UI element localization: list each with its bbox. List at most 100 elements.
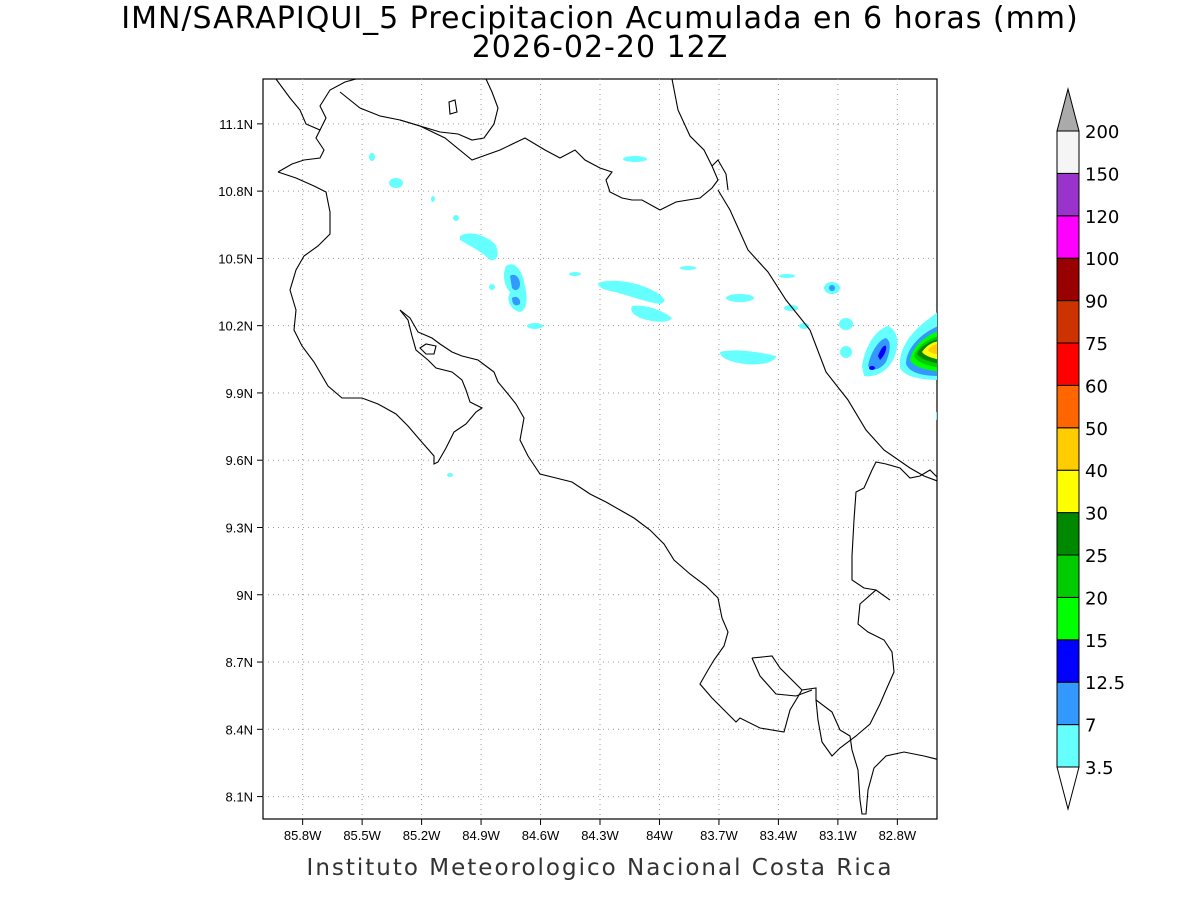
lon-tick-label: 83.7W xyxy=(700,828,738,843)
colorbar-swatch xyxy=(1056,342,1080,386)
colorbar-swatch xyxy=(1056,639,1080,683)
precipitation-field xyxy=(369,153,937,477)
coastline xyxy=(275,79,937,815)
colorbar-under-arrow xyxy=(1056,766,1080,811)
colorbar-swatch xyxy=(1056,469,1080,514)
golfo-dulce-east xyxy=(815,589,895,757)
colorbar-label: 30 xyxy=(1085,504,1108,525)
colorbar-label: 12.5 xyxy=(1085,673,1125,694)
colorbar-swatch xyxy=(1056,384,1080,429)
caribbean-coast-north xyxy=(671,79,713,167)
colorbar-swatch xyxy=(1056,257,1080,302)
colorbar-label: 60 xyxy=(1085,376,1108,397)
lon-tick-label: 85.5W xyxy=(343,828,381,843)
precip-cell xyxy=(453,215,459,221)
longitude-axis: 85.8W 85.5W 85.2W 84.9W 84.6W 84.3W 84W 83.7W 83… xyxy=(284,819,917,843)
lat-tick-label: 8.1N xyxy=(226,790,253,805)
lat-tick-label: 9.9N xyxy=(226,386,253,401)
lat-tick-label: 8.7N xyxy=(226,655,253,670)
precip-cell xyxy=(460,233,498,261)
precip-cell xyxy=(839,318,853,330)
lat-tick-label: 10.5N xyxy=(218,251,253,266)
colorbar-label: 120 xyxy=(1085,207,1119,228)
osa-peninsula xyxy=(751,655,803,691)
precip-cell xyxy=(726,294,754,302)
colorbar-label: 25 xyxy=(1085,546,1108,567)
colorbar-over-arrow xyxy=(1056,87,1080,132)
precip-cell xyxy=(840,346,852,358)
colorbar-label: 90 xyxy=(1085,292,1108,313)
map-title: IMN/SARAPIQUI_5 Precipitacion Acumulada … xyxy=(121,1,1079,36)
credit-text: Instituto Meteorologico Nacional Costa R… xyxy=(306,855,894,881)
colorbar-label: 100 xyxy=(1085,249,1119,270)
precip-cell-12mm xyxy=(869,366,875,370)
precip-cell xyxy=(569,272,581,276)
precip-cell xyxy=(527,323,543,329)
precip-cell xyxy=(799,323,809,329)
colorbar-label: 7 xyxy=(1085,716,1096,737)
nicaragua-costa-rica-border xyxy=(277,129,325,173)
lon-tick-label: 83.4W xyxy=(760,828,798,843)
colorbar-swatch xyxy=(1056,427,1080,471)
lake-island xyxy=(448,99,458,115)
lon-tick-label: 84.6W xyxy=(522,828,560,843)
precip-cell xyxy=(720,350,776,365)
colorbar-label: 40 xyxy=(1085,461,1108,482)
precip-cell xyxy=(623,156,647,162)
lon-tick-label: 85.2W xyxy=(403,828,441,843)
colorbar: 3.5 7 12.5 15 20 25 30 40 50 60 75 90 100 120 150 200 xyxy=(1056,87,1125,811)
nicaragua-pacific-coast xyxy=(275,79,357,131)
colorbar-label: 50 xyxy=(1085,419,1108,440)
colorbar-swatch xyxy=(1056,681,1080,726)
osa-inner-coast xyxy=(751,657,813,697)
gulf-of-nicoya-shore xyxy=(399,309,937,815)
latitude-axis: 11.1N 10.8N 10.5N 10.2N 9.9N 9.6N 9.3N 9N 8.7N 8.… xyxy=(218,117,263,805)
colorbar-swatch xyxy=(1056,300,1080,344)
lat-tick-label: 11.1N xyxy=(219,117,253,132)
lat-tick-label: 9.3N xyxy=(226,520,253,535)
precip-cell-7mm xyxy=(512,296,521,306)
precip-cell-7mm xyxy=(829,285,835,291)
precip-cell-7mm xyxy=(510,274,520,291)
precip-cell-40mm xyxy=(928,344,937,355)
colorbar-label: 20 xyxy=(1085,588,1108,609)
lat-tick-label: 10.2N xyxy=(218,319,253,334)
precip-cell xyxy=(936,411,937,421)
colorbar-swatch xyxy=(1056,130,1080,174)
map-subtitle: 2026-02-20 12Z xyxy=(471,30,729,65)
precip-cell xyxy=(779,274,795,278)
lat-tick-label: 9N xyxy=(236,588,253,603)
lat-tick-label: 8.4N xyxy=(226,722,253,737)
lat-tick-label: 10.8N xyxy=(218,184,253,199)
lon-tick-label: 82.8W xyxy=(879,828,917,843)
colorbar-label: 75 xyxy=(1085,334,1108,355)
colorbar-swatch xyxy=(1056,512,1080,556)
lon-tick-label: 84.3W xyxy=(581,828,619,843)
precip-cell xyxy=(598,280,665,304)
map-grid xyxy=(263,79,937,819)
lon-tick-label: 84W xyxy=(646,828,673,843)
colorbar-label: 150 xyxy=(1085,164,1119,185)
pacific-coast-nicoya xyxy=(277,171,484,465)
precip-cell-12mm xyxy=(878,345,887,360)
caribbean-coast xyxy=(717,189,937,482)
colorbar-swatch xyxy=(1056,215,1080,259)
precip-cell xyxy=(631,305,672,322)
colorbar-label: 15 xyxy=(1085,631,1108,652)
lon-tick-label: 85.8W xyxy=(284,828,322,843)
lon-tick-label: 84.9W xyxy=(462,828,500,843)
colorbar-label: 3.5 xyxy=(1085,758,1114,779)
precip-cell xyxy=(369,153,375,161)
lon-tick-label: 83.1W xyxy=(819,828,857,843)
precip-cell xyxy=(431,196,435,202)
panama-border xyxy=(851,461,937,591)
precip-cell xyxy=(447,473,453,477)
precip-cell xyxy=(489,284,495,290)
colorbar-label: 200 xyxy=(1085,122,1119,143)
border-rio-san-juan xyxy=(399,119,729,211)
lake-nicaragua-shore xyxy=(339,79,499,141)
gulf-island xyxy=(419,343,437,355)
precip-cell xyxy=(680,266,696,270)
lat-tick-label: 9.6N xyxy=(226,453,253,468)
